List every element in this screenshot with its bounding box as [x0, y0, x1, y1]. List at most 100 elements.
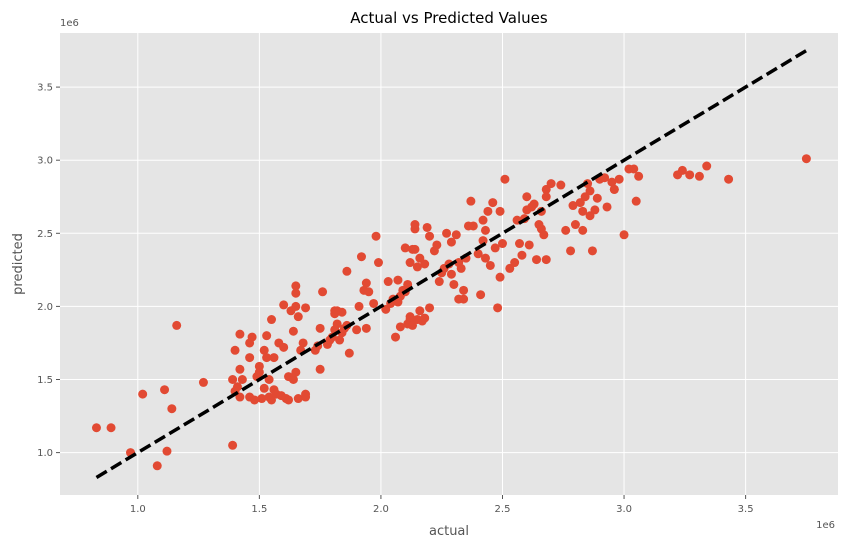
- data-point: [488, 198, 498, 208]
- data-point: [172, 320, 182, 330]
- data-point: [288, 375, 298, 384]
- data-point: [578, 206, 588, 216]
- data-point: [293, 312, 303, 322]
- data-point: [500, 174, 510, 184]
- data-point: [152, 461, 162, 471]
- data-point: [352, 325, 362, 335]
- y-tick-label: 2.0: [37, 302, 53, 313]
- data-point: [478, 236, 488, 246]
- data-point: [432, 240, 442, 250]
- data-point: [566, 246, 576, 256]
- data-point: [250, 395, 259, 405]
- data-point: [291, 288, 301, 298]
- x-tick-label: 3.0: [616, 504, 632, 515]
- data-point: [415, 306, 425, 316]
- data-point: [449, 279, 459, 289]
- data-point: [259, 383, 269, 393]
- data-point: [702, 161, 712, 171]
- data-point: [410, 220, 420, 230]
- data-point: [138, 389, 148, 399]
- data-point: [490, 243, 500, 253]
- data-point: [298, 338, 308, 348]
- data-point: [480, 225, 490, 235]
- data-point: [410, 244, 420, 254]
- data-point: [293, 394, 303, 404]
- data-point: [434, 277, 444, 287]
- data-point: [425, 303, 435, 313]
- data-point: [262, 353, 272, 363]
- data-point: [619, 230, 629, 240]
- data-point: [369, 298, 379, 308]
- data-point: [446, 269, 456, 279]
- x-ticks: 1.0 1.5 2.0 2.5 3.0 3.5: [130, 495, 754, 515]
- y-tick-label: 3.0: [37, 156, 53, 167]
- data-point: [529, 199, 539, 209]
- data-point: [517, 250, 527, 260]
- data-point: [332, 319, 342, 329]
- data-point: [493, 303, 503, 313]
- x-tick-label: 1.0: [130, 504, 146, 515]
- x-offset-label: 1e6: [816, 520, 835, 531]
- data-point: [425, 231, 435, 241]
- data-point: [556, 180, 566, 190]
- data-point: [459, 294, 469, 304]
- data-point: [405, 258, 415, 268]
- data-point: [354, 301, 364, 311]
- data-point: [259, 345, 269, 355]
- data-point: [510, 258, 520, 268]
- data-point: [446, 237, 456, 247]
- chart-title: Actual vs Predicted Values: [350, 9, 548, 27]
- data-point: [162, 446, 172, 456]
- data-point: [344, 348, 354, 358]
- data-point: [724, 174, 734, 184]
- data-point: [257, 394, 267, 404]
- y-axis-label: predicted: [11, 233, 26, 295]
- data-point: [568, 201, 578, 211]
- data-point: [356, 252, 366, 262]
- data-point: [546, 179, 556, 189]
- data-point: [269, 353, 279, 363]
- data-point: [478, 215, 488, 225]
- data-point: [167, 404, 177, 414]
- data-point: [279, 300, 289, 310]
- data-point: [570, 220, 580, 230]
- data-point: [315, 364, 325, 374]
- data-point: [451, 230, 461, 240]
- data-point: [634, 171, 644, 181]
- data-point: [228, 440, 238, 450]
- data-point: [600, 173, 610, 183]
- data-point: [614, 174, 624, 184]
- data-point: [245, 353, 255, 363]
- data-point: [483, 206, 493, 216]
- data-point: [442, 228, 452, 238]
- data-point: [590, 205, 600, 215]
- data-point: [412, 262, 422, 272]
- data-point: [532, 255, 542, 265]
- data-point: [315, 323, 325, 333]
- data-point: [422, 222, 432, 232]
- data-point: [318, 287, 328, 297]
- data-point: [301, 389, 311, 399]
- x-axis-label: actual: [429, 524, 469, 539]
- data-point: [561, 225, 571, 235]
- data-point: [473, 249, 483, 259]
- data-point: [230, 345, 240, 355]
- data-point: [539, 230, 549, 240]
- data-point: [342, 266, 352, 276]
- data-point: [405, 312, 415, 322]
- data-point: [578, 225, 588, 235]
- data-point: [264, 375, 274, 384]
- data-point: [541, 192, 551, 202]
- data-point: [541, 255, 551, 265]
- data-point: [235, 329, 245, 339]
- data-point: [522, 192, 532, 202]
- y-tick-label: 3.5: [37, 83, 53, 94]
- data-point: [466, 196, 476, 206]
- data-point: [337, 307, 347, 317]
- data-point: [485, 260, 495, 270]
- data-point: [361, 323, 371, 333]
- data-point: [403, 279, 413, 289]
- x-tick-label: 1.5: [251, 504, 267, 515]
- data-point: [497, 239, 507, 249]
